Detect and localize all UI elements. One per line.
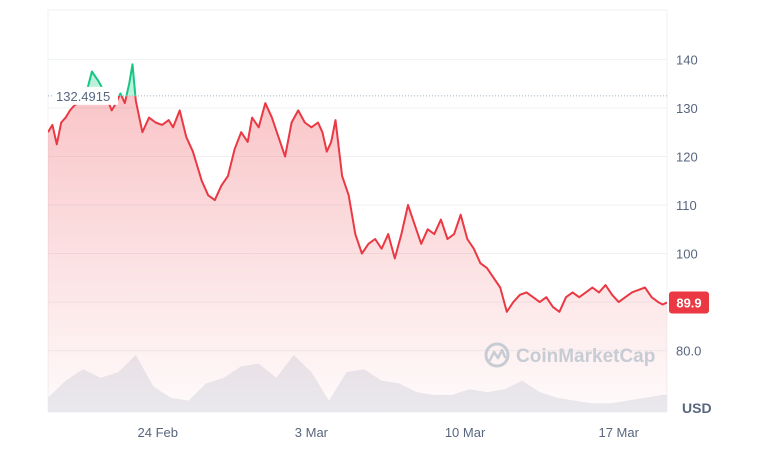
current-price-badge [669, 291, 709, 314]
price-line-above-reference [82, 63, 137, 96]
x-tick-label: 24 Feb [138, 425, 178, 440]
x-tick-label: 17 Mar [598, 425, 639, 440]
y-tick-label: 140 [676, 52, 698, 67]
y-axis-ticks: 80.0 100 110 120 130 140 [676, 52, 701, 358]
reference-label: 132.4915 [56, 89, 110, 104]
x-tick-label: 3 Mar [295, 425, 329, 440]
y-tick-label: 120 [676, 149, 698, 164]
reference-label-background [52, 86, 118, 105]
watermark-text: CoinMarketCap [516, 346, 655, 367]
x-tick-label: 10 Mar [445, 425, 486, 440]
currency-unit-label: USD [682, 400, 712, 416]
coinmarketcap-logo-icon [484, 342, 510, 368]
y-tick-label: 130 [676, 101, 698, 116]
y-tick-label: 100 [676, 247, 698, 262]
y-tick-label: 110 [676, 198, 697, 213]
x-axis-ticks: 24 Feb 3 Mar 10 Mar 17 Mar [138, 425, 640, 440]
y-tick-label: 80.0 [676, 344, 701, 359]
price-area-below-reference [48, 95, 667, 412]
price-line-below-reference [48, 95, 667, 313]
current-price-label: 89.9 [676, 296, 701, 311]
coinmarketcap-watermark: CoinMarketCap [484, 342, 655, 368]
